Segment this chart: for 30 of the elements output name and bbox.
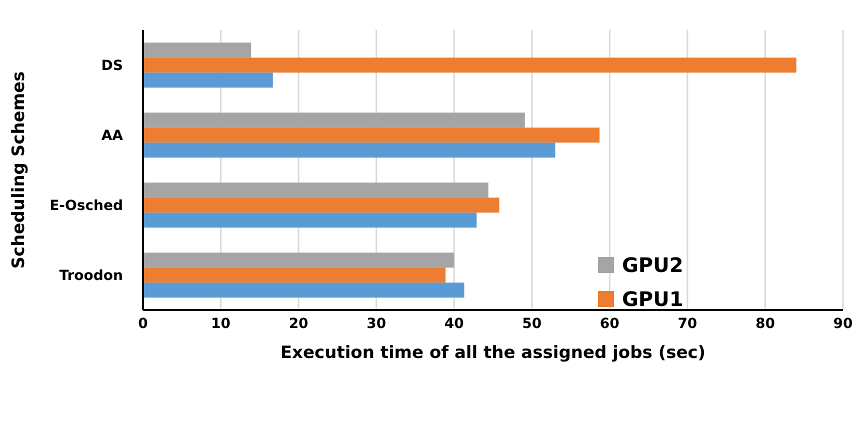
- bar: [143, 252, 454, 268]
- x-tick-label: 30: [366, 316, 386, 332]
- bar: [143, 58, 796, 73]
- bar: [143, 112, 525, 128]
- x-tick-label: 10: [211, 316, 231, 332]
- x-tick-label: 0: [138, 316, 148, 332]
- x-tick-label: 90: [833, 316, 853, 332]
- y-axis-title: Scheduling Schemes: [9, 71, 30, 269]
- y-tick-label: AA: [101, 128, 124, 144]
- x-tick-label: 80: [755, 316, 776, 332]
- bar: [143, 268, 446, 283]
- bar: [143, 42, 252, 58]
- bar: [143, 182, 488, 198]
- legend-label: GPU2: [622, 253, 684, 277]
- x-tick-label: 20: [288, 316, 309, 332]
- y-tick-label: DS: [101, 58, 123, 74]
- x-tick-label: 70: [678, 316, 698, 332]
- x-tick-label: 50: [522, 316, 542, 332]
- bar: [143, 212, 477, 228]
- bar: [143, 198, 500, 213]
- x-tick-label: 40: [444, 316, 464, 332]
- bar: [143, 128, 600, 143]
- y-tick-label: E-Osched: [50, 198, 123, 214]
- x-axis-title: Execution time of all the assigned jobs (sec): [280, 343, 706, 363]
- bar: [143, 72, 273, 88]
- legend-label: GPU1: [622, 287, 684, 311]
- x-tick-label: 60: [600, 316, 620, 332]
- y-tick-label: Troodon: [59, 268, 123, 284]
- bar: [143, 282, 464, 298]
- bar: [143, 142, 556, 158]
